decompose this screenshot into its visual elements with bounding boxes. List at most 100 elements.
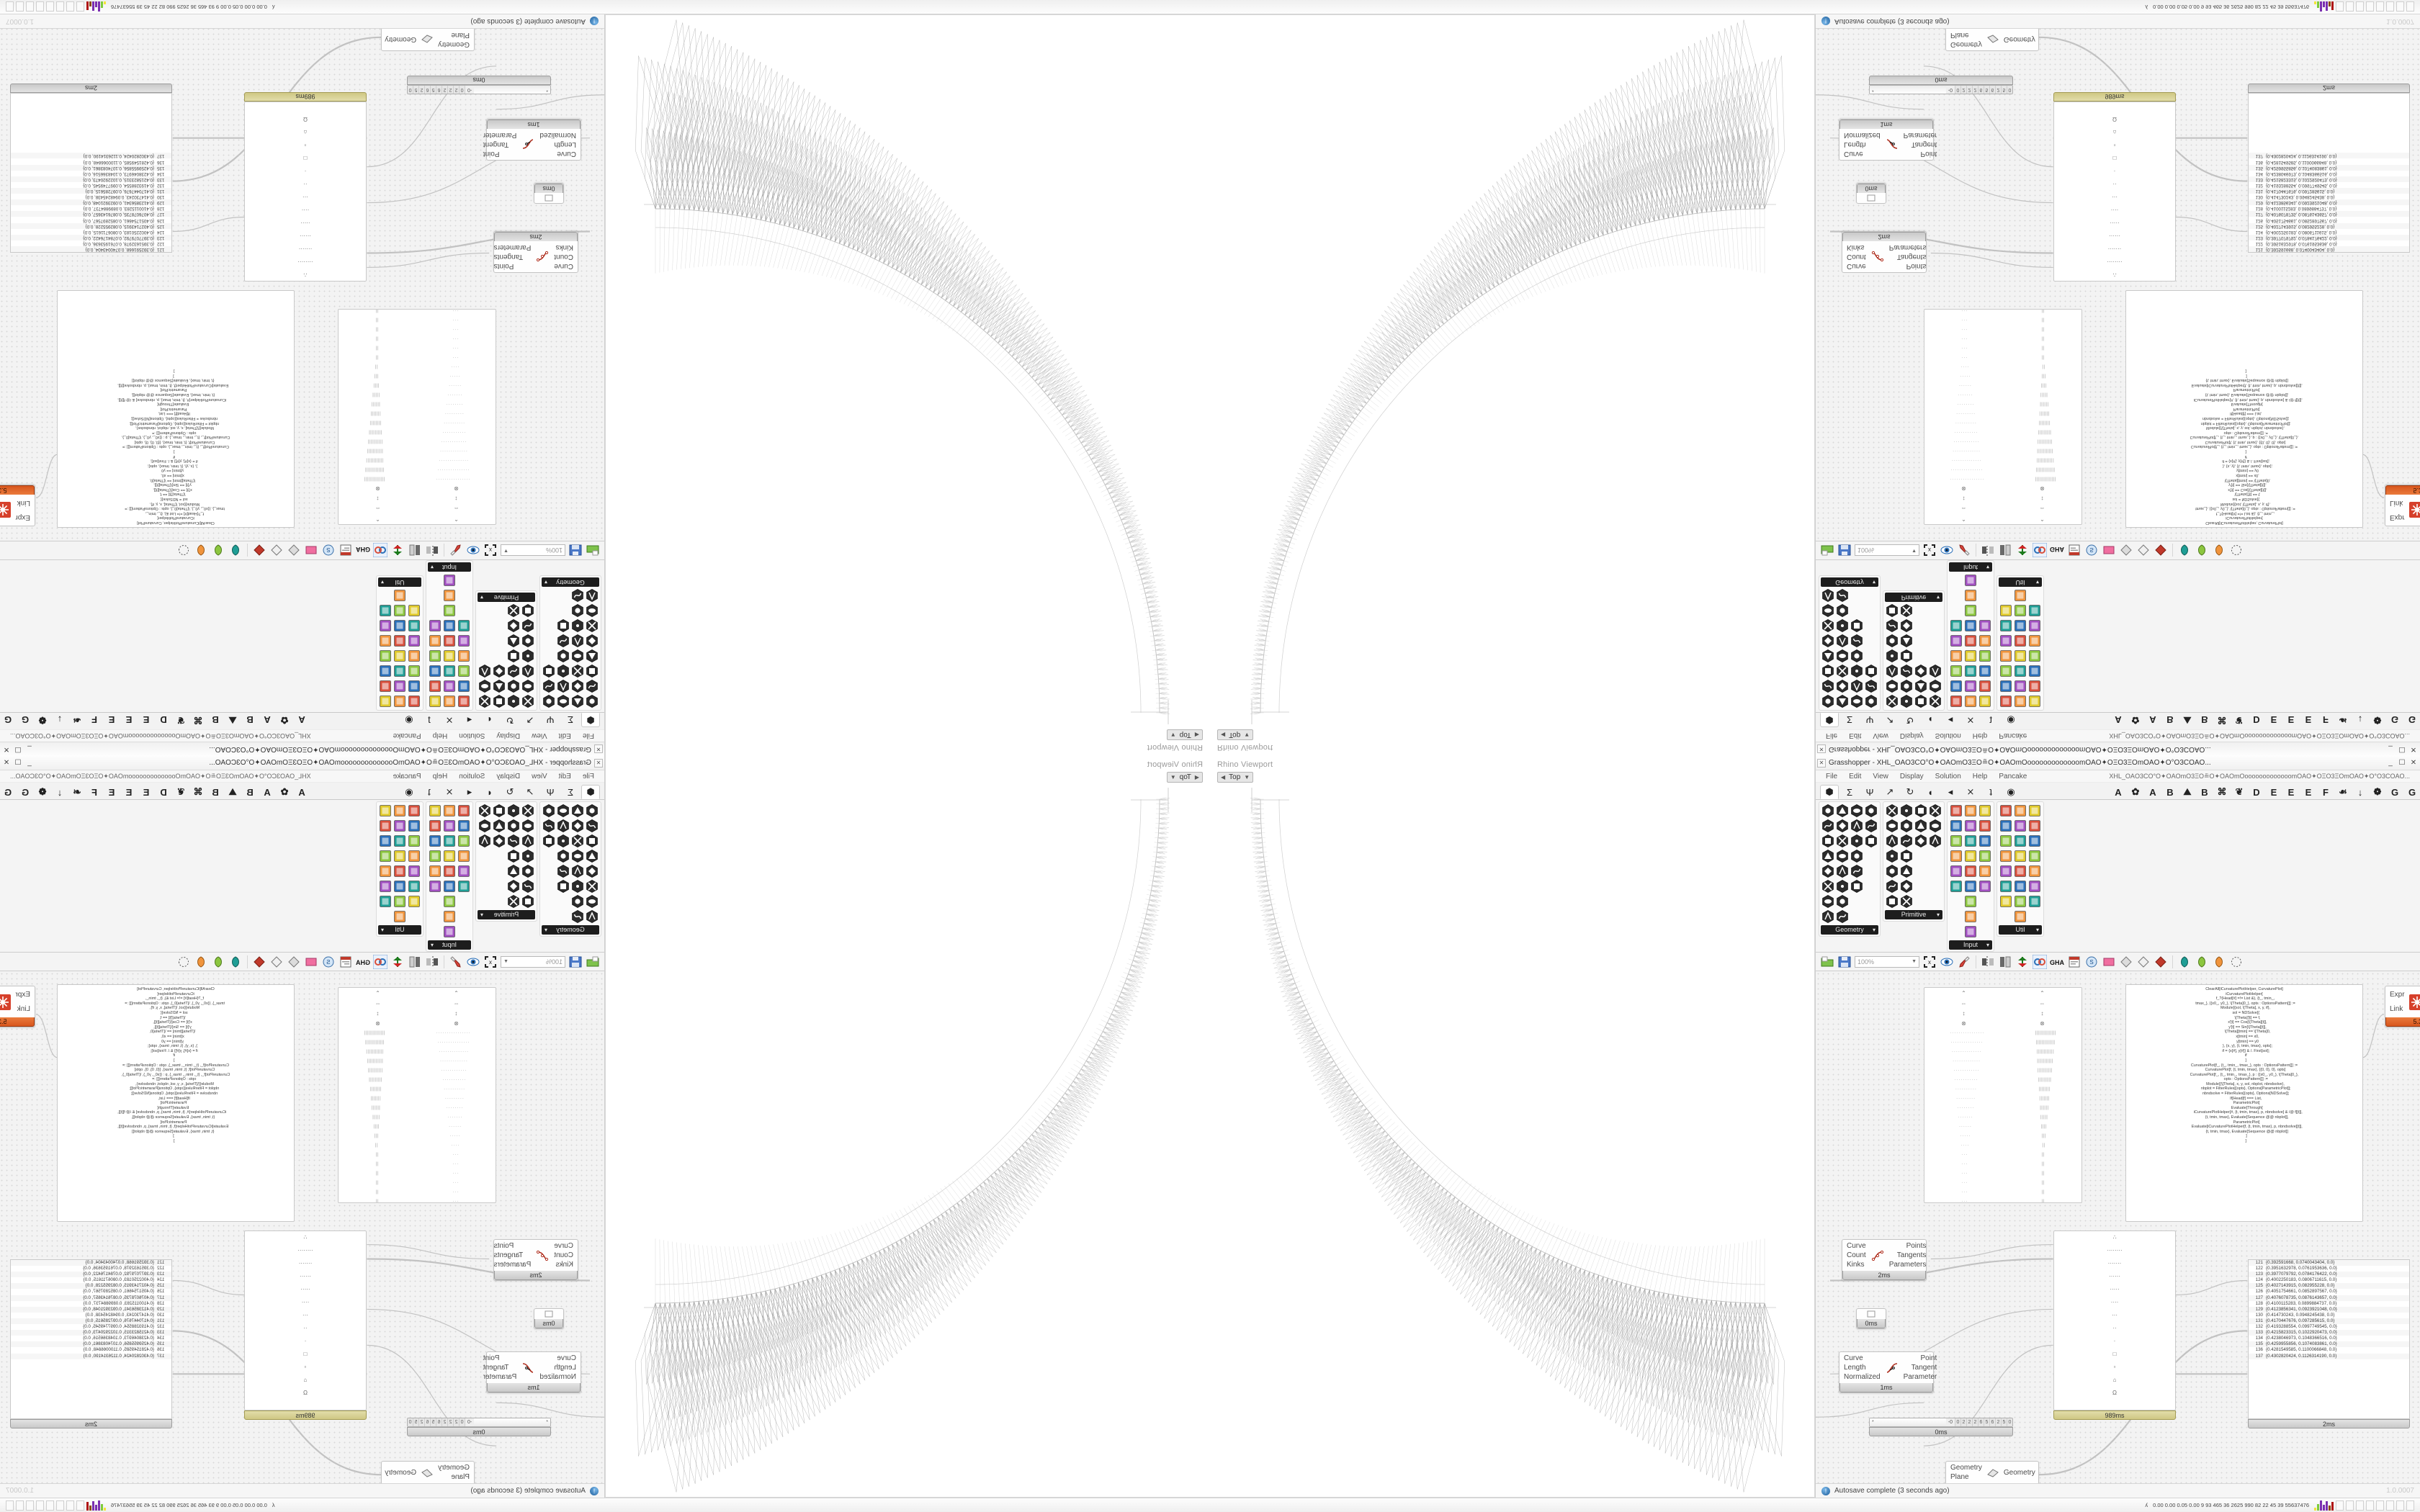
3dm-loader-icon[interactable]	[1978, 664, 1992, 678]
menu-display[interactable]: Display	[1899, 772, 1924, 780]
chemistry-icon[interactable]	[1999, 879, 2013, 894]
clock-icon[interactable]	[442, 879, 457, 894]
menu-solution[interactable]: Solution	[459, 772, 485, 780]
tray-caret-icon[interactable]: ʎ	[272, 4, 275, 10]
integer-icon[interactable]	[1885, 819, 1899, 833]
file-path-icon[interactable]	[492, 679, 506, 693]
twisted-box-icon[interactable]	[585, 603, 599, 618]
value-list-icon[interactable]	[457, 864, 471, 878]
plugin-tab-chicken[interactable]: ❦	[2235, 715, 2244, 726]
component-divide-curve[interactable]: Curve Count Kinks Points Tangents Parame…	[1842, 1239, 1927, 1281]
menu-view[interactable]: View	[1873, 732, 1888, 740]
colour-picker-icon[interactable]	[428, 694, 442, 708]
plugin-tab-anemone[interactable]: ✿	[2131, 715, 2140, 726]
mesh-box-icon[interactable]	[1864, 819, 1878, 833]
ribbon-caption-input[interactable]: Input ▾	[1949, 562, 1992, 572]
tab-sets[interactable]: Ψ	[1865, 714, 1874, 726]
mesh-icon[interactable]	[1864, 694, 1878, 708]
chevron-down-icon[interactable]: ▾	[2035, 579, 2039, 585]
geometry-pipe-icon[interactable]	[570, 618, 585, 633]
tray-caret-icon[interactable]: ʎ	[2145, 1502, 2148, 1508]
component-plane-surface[interactable]: Geometry Plane Geometry 0ms	[1945, 1461, 2039, 1483]
box-icon[interactable]	[585, 679, 599, 693]
geometry-pipe-icon[interactable]	[1835, 879, 1850, 894]
output-tangent[interactable]: Tangent	[1911, 140, 1937, 148]
ribbon-caption-input[interactable]: Input ▾	[1949, 940, 1992, 950]
colour-icon[interactable]	[1885, 634, 1899, 648]
save-13-icon[interactable]	[26, 1, 34, 12]
gradient-icon[interactable]	[478, 664, 492, 678]
output-geometry[interactable]: Geometry	[2003, 1468, 2035, 1477]
component-evaluate-curve[interactable]: Curve Length Normalized Point Tangent Pa…	[1839, 1351, 1937, 1393]
solid-green-icon[interactable]	[2195, 544, 2209, 558]
twisted-box-icon[interactable]	[1821, 894, 1835, 909]
tab-vector[interactable]: ↗	[526, 786, 534, 797]
slider-digit[interactable]: 0	[408, 86, 413, 94]
colour-icon[interactable]	[521, 864, 535, 878]
menu-edit[interactable]: Edit	[558, 732, 571, 740]
tab-display[interactable]: ◉	[2007, 786, 2015, 797]
waveform-icon[interactable]	[1963, 804, 1978, 818]
img-loader-icon[interactable]	[428, 634, 442, 648]
plugin-tab-g[interactable]: G	[4, 714, 12, 726]
tab-surface[interactable]: ◖	[1927, 714, 1933, 726]
abc-text-icon[interactable]	[2013, 618, 2027, 633]
save-file-icon[interactable]	[568, 955, 583, 969]
culture-icon[interactable]	[506, 649, 521, 663]
slider-icon[interactable]	[457, 819, 471, 833]
input-curve[interactable]: Curve	[1847, 262, 1866, 270]
zoom-level-input[interactable]: 100% ▼	[501, 544, 565, 557]
plugin-tab-chicken[interactable]: ❦	[2235, 786, 2244, 797]
sphere-icon[interactable]	[1850, 804, 1864, 818]
geometry-pipe-icon[interactable]	[1835, 618, 1850, 633]
domain-icon[interactable]	[1885, 879, 1899, 894]
brep-icon[interactable]	[585, 694, 599, 708]
index-icon[interactable]	[506, 618, 521, 633]
menu-display[interactable]: Display	[496, 772, 521, 780]
green-device-icon[interactable]	[2396, 1500, 2404, 1511]
integer-icon[interactable]	[521, 819, 535, 833]
plugin-tab-bowerbird[interactable]: ⛰	[2183, 715, 2192, 726]
cone-icon[interactable]	[1850, 834, 1864, 848]
monitor-icon[interactable]	[6, 1, 14, 12]
menu-file[interactable]: File	[1826, 732, 1838, 740]
system-menu-icon[interactable]: ✕	[594, 758, 603, 768]
plane-icon[interactable]	[1835, 649, 1850, 663]
plugin-tab-f[interactable]: F	[91, 786, 97, 798]
rectangle-icon[interactable]	[1850, 864, 1864, 878]
plugin-tab-a[interactable]: A	[298, 714, 305, 726]
graph-mapper-icon[interactable]	[1949, 879, 1963, 894]
arrow-right-icon[interactable]	[407, 664, 421, 678]
menu-help[interactable]: Help	[1972, 732, 1988, 740]
material-icon[interactable]	[478, 819, 492, 833]
param-output-panel[interactable]: ⌃ ⌃ ⇔ ⇔ ↕ ↕ ⊗ ⊗ ················ |||||||||||||| ··…	[1924, 309, 2082, 525]
plugin-tab-e[interactable]: E	[108, 786, 115, 798]
slider-track[interactable]: *	[474, 1418, 550, 1426]
script-py-icon[interactable]	[378, 694, 393, 708]
twisted-box-icon[interactable]	[1821, 603, 1835, 618]
tab-params[interactable]: ⬢	[1820, 785, 1839, 799]
ribbon-caption-geometry[interactable]: Geometry ▾	[542, 577, 599, 587]
file-path-icon[interactable]	[492, 819, 506, 833]
pdb-loader-icon[interactable]	[428, 618, 442, 633]
ruler-icon[interactable]	[2013, 664, 2027, 678]
tab-intersect[interactable]: ⨯	[1966, 786, 1975, 797]
component-merge[interactable]: 0ms	[534, 1308, 564, 1329]
box-icon[interactable]	[585, 819, 599, 833]
output-points[interactable]: Points	[493, 1242, 514, 1250]
plugin-tab-flux[interactable]: ❁	[2373, 715, 2382, 726]
arrow-right-2-icon[interactable]	[407, 849, 421, 863]
plugin-tab-bowerbird[interactable]: ⛰	[2183, 786, 2192, 797]
ghosted-preview-icon[interactable]	[269, 544, 284, 558]
seven-icon[interactable]	[378, 634, 393, 648]
red-app-icon[interactable]	[2356, 1, 2364, 12]
plugin-tab-a[interactable]: A	[2149, 786, 2156, 798]
gradient-control-icon[interactable]	[442, 834, 457, 848]
monitor-icon[interactable]	[6, 1500, 14, 1511]
slider-digit[interactable]: 2	[1995, 1418, 2001, 1426]
xyz-loader-icon[interactable]	[428, 649, 442, 663]
panel-icon[interactable]	[1963, 819, 1978, 833]
tab-maths[interactable]: Σ	[567, 786, 574, 798]
rendered-preview-icon[interactable]	[2154, 955, 2168, 969]
plugin-tab-e[interactable]: E	[143, 786, 150, 798]
